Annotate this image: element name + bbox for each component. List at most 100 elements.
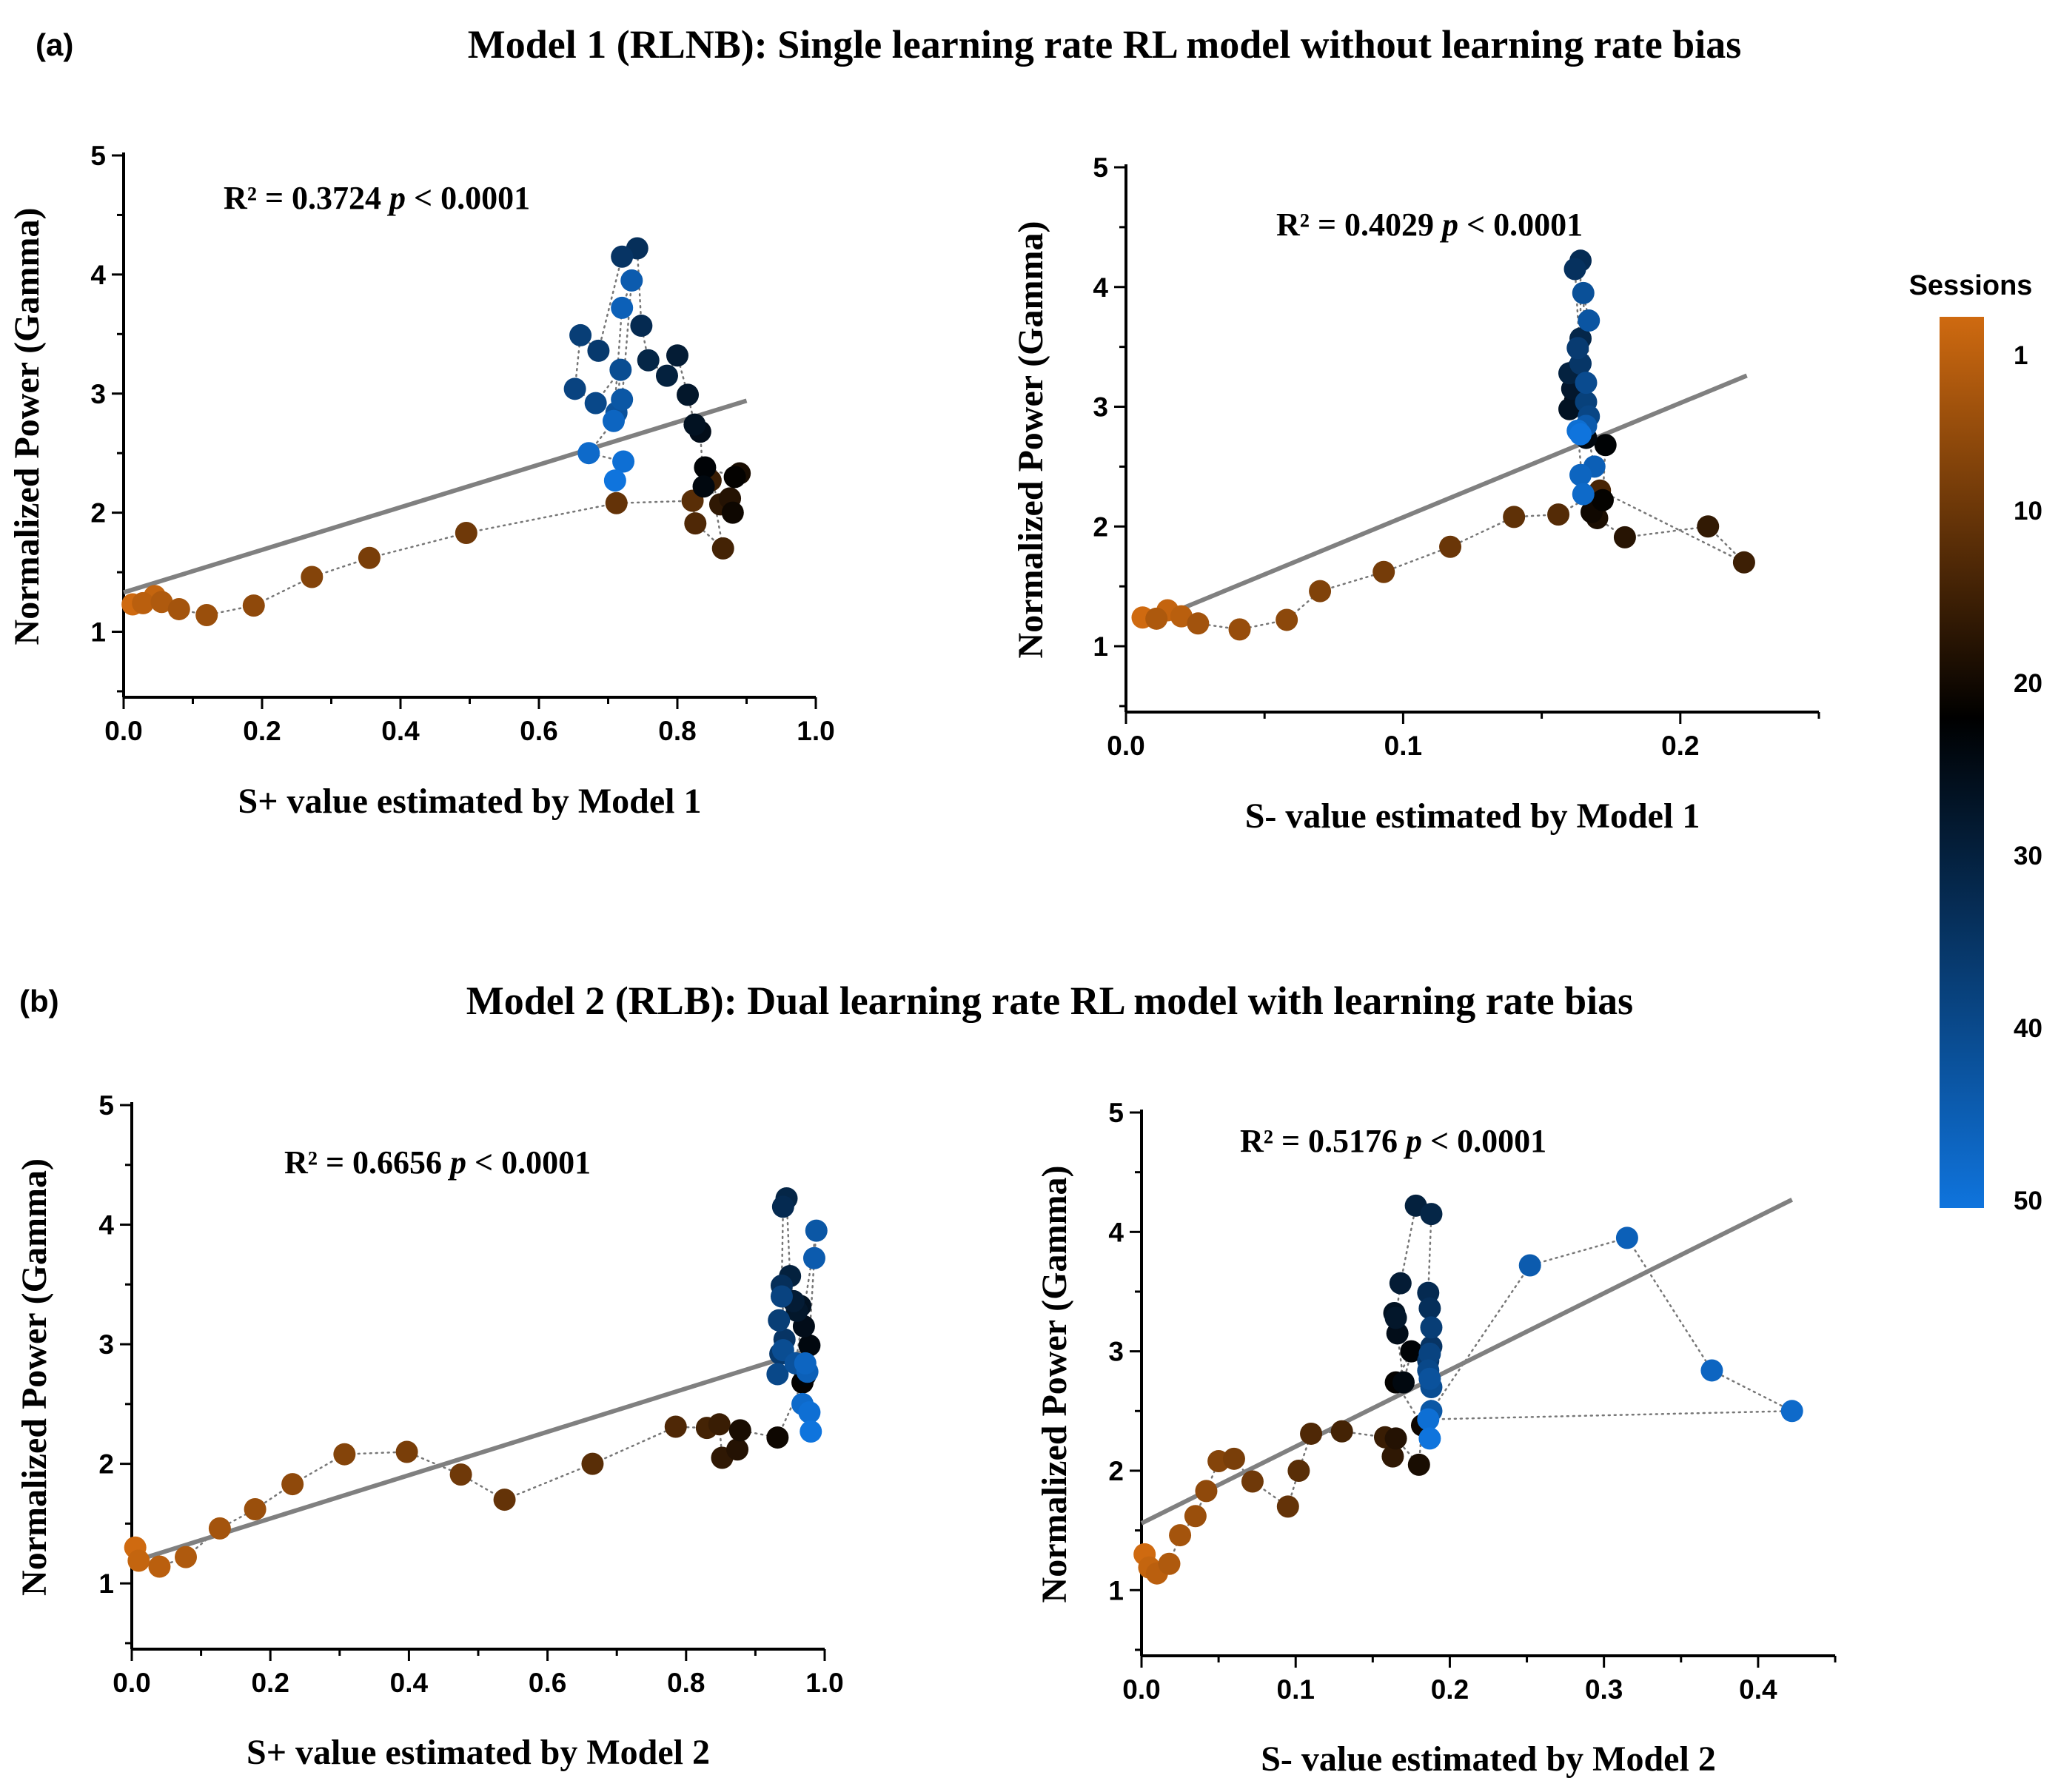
row-title-b: Model 2 (RLB): Dual learning rate RL mod… <box>466 979 1633 1023</box>
data-point <box>132 591 155 614</box>
y-tick-label: 3 <box>1093 392 1108 423</box>
data-point <box>1300 1422 1323 1445</box>
session-path <box>1143 1204 1793 1575</box>
data-point <box>358 546 381 569</box>
data-point <box>1563 258 1586 281</box>
data-point <box>1547 503 1570 526</box>
data-point <box>1241 1470 1264 1493</box>
y-axis-label: Normalized Power (Gamma) <box>7 208 47 645</box>
colorbar-tick-label: 20 <box>2014 669 2042 698</box>
data-point <box>1276 1495 1299 1518</box>
data-point <box>1392 1371 1415 1394</box>
row-title-a: Model 1 (RLNB): Single learning rate RL … <box>468 22 1741 67</box>
data-point <box>1169 1524 1192 1547</box>
data-point <box>637 349 660 372</box>
data-point <box>1309 580 1332 603</box>
data-point <box>1418 1342 1441 1365</box>
scatter-panel-sminus-model2: 0.0 0.1 0.2 0.3 0.4 1 2 3 4 5 Normalized Power (Ga… <box>1035 1098 1837 1779</box>
data-point <box>148 1555 171 1578</box>
data-point <box>1381 1445 1404 1468</box>
data-point <box>455 521 477 544</box>
data-point <box>1569 423 1592 446</box>
colorbar-tick-label: 50 <box>2014 1187 2042 1215</box>
y-tick-label: 1 <box>1093 631 1108 662</box>
data-point <box>1407 1453 1430 1476</box>
y-axis-label: Normalized Power (Gamma) <box>1035 1166 1074 1603</box>
data-point <box>708 1413 731 1436</box>
data-point <box>1697 515 1720 538</box>
data-point <box>395 1440 418 1463</box>
x-tick-label: 0.8 <box>658 716 696 746</box>
data-point <box>1572 281 1595 304</box>
data-point <box>602 409 625 432</box>
data-point <box>1578 309 1601 332</box>
data-point <box>1518 1254 1541 1277</box>
x-tick-label: 0.2 <box>243 716 281 746</box>
x-tick-label: 0.3 <box>1585 1674 1623 1705</box>
data-point <box>611 388 634 411</box>
data-point <box>195 603 218 626</box>
data-point <box>726 1438 749 1461</box>
x-tick-label: 0.0 <box>1107 731 1144 761</box>
data-point <box>692 475 715 498</box>
regression-line <box>1139 373 1748 628</box>
x-tick-label: 0.0 <box>104 716 142 746</box>
y-tick-label: 2 <box>90 498 106 528</box>
data-point <box>609 358 632 381</box>
y-tick-label: 2 <box>1093 511 1108 542</box>
data-point <box>794 1352 817 1375</box>
data-point <box>1145 607 1168 630</box>
data-point <box>694 456 717 479</box>
data-point <box>721 501 744 524</box>
data-point <box>244 1498 267 1520</box>
data-point <box>1389 1272 1412 1295</box>
y-tick-label: 4 <box>1093 272 1108 303</box>
y-axis-label: Normalized Power (Gamma) <box>15 1158 54 1596</box>
data-point <box>150 591 173 614</box>
x-tick-label: 0.1 <box>1277 1674 1315 1705</box>
data-point <box>1613 526 1636 548</box>
r-squared-annotation: R² = 0.4029 p < 0.0001 <box>1276 207 1583 243</box>
scatter-panel-sminus-model1: 0.0 0.1 0.2 1 2 3 4 5 Normalized Power (Gamma) S-… <box>1011 152 1820 836</box>
panel-label-b: (b) <box>19 984 59 1019</box>
data-point <box>1418 1367 1441 1390</box>
panel-label-a: (a) <box>36 27 73 62</box>
colorbar-tick-label: 40 <box>2014 1014 2042 1043</box>
colorbar-tick-label: 10 <box>2014 497 2042 526</box>
y-tick-label: 5 <box>98 1090 114 1121</box>
colorbar-tick-label: 1 <box>2014 341 2028 370</box>
x-tick-label: 0.1 <box>1384 731 1422 761</box>
data-point <box>1700 1359 1723 1382</box>
data-point <box>684 512 707 535</box>
colorbar-title: Sessions <box>1909 270 2033 301</box>
data-point <box>1503 506 1526 528</box>
data-point <box>1384 1427 1407 1450</box>
colorbar-ticks: 1 10 20 30 40 50 <box>2014 341 2042 1215</box>
data-point <box>1222 1447 1245 1470</box>
regression-line <box>131 1346 814 1564</box>
data-point <box>1591 489 1614 511</box>
data-point <box>666 344 688 367</box>
data-point <box>1732 551 1755 574</box>
x-tick-label: 0.6 <box>520 716 557 746</box>
regression-line <box>1140 1198 1794 1526</box>
data-point <box>281 1473 304 1496</box>
data-point <box>1575 372 1598 395</box>
data-point <box>1228 618 1251 641</box>
regression-line <box>123 398 748 595</box>
data-point <box>603 469 626 492</box>
data-point <box>611 245 634 268</box>
x-axis-label: S- value estimated by Model 2 <box>1261 1739 1716 1779</box>
data-point <box>1372 560 1395 583</box>
r-squared-annotation: R² = 0.6656 p < 0.0001 <box>284 1144 591 1181</box>
data-point <box>1420 1203 1443 1226</box>
r-squared-annotation: R² = 0.3724 p < 0.0001 <box>224 180 530 216</box>
x-tick-label: 0.2 <box>1431 1674 1469 1705</box>
data-point <box>1276 608 1298 631</box>
y-tick-label: 4 <box>1108 1217 1124 1247</box>
data-point <box>664 1415 687 1438</box>
data-point <box>798 1334 821 1357</box>
data-point <box>1569 463 1592 486</box>
data-point <box>1287 1459 1310 1482</box>
